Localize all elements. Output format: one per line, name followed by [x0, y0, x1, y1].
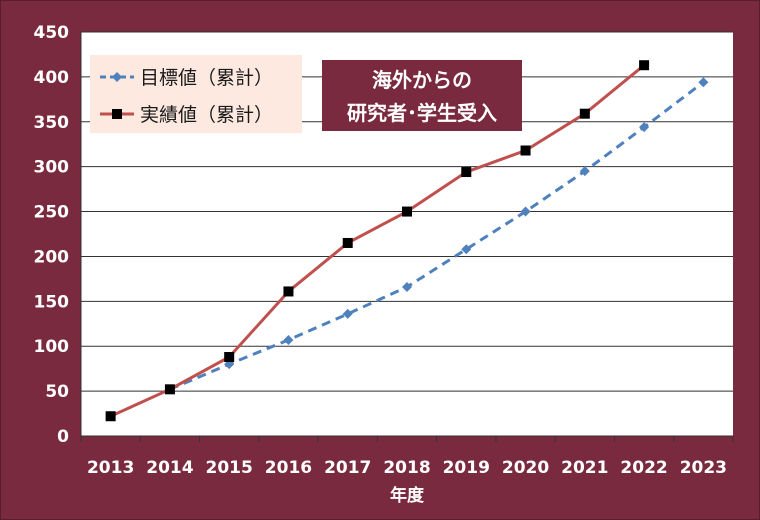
title-box: [322, 60, 522, 131]
legend: 目標値（累計） 実績値（累計）: [90, 55, 302, 133]
data-point: [520, 206, 531, 217]
data-point: [639, 122, 650, 133]
data-point: [402, 281, 412, 292]
y-tick-label: 250: [34, 203, 70, 223]
legend-box: [90, 55, 302, 133]
x-tick-label: 2016: [265, 458, 312, 478]
x-tick-label: 2021: [561, 458, 608, 478]
data-point: [164, 384, 175, 395]
chart-title: 海外からの 研究者･学生受入: [322, 60, 522, 131]
data-point: [520, 145, 531, 156]
x-tick-label: 2020: [502, 458, 549, 478]
y-tick-label: 300: [34, 158, 70, 178]
data-point: [105, 411, 116, 422]
x-tick-label: 2014: [146, 458, 193, 478]
data-point: [342, 308, 353, 319]
y-axis-ticks: 0 50 100 150 200 250 300 350 400 450: [34, 23, 70, 447]
y-tick-label: 50: [45, 382, 69, 402]
data-point: [224, 351, 235, 362]
series-line: [110, 64, 646, 418]
legend-label: 目標値（累計）: [140, 67, 273, 89]
legend-label: 実績値（累計）: [140, 104, 273, 126]
data-point: [283, 334, 294, 345]
y-tick-label: 400: [34, 68, 70, 88]
y-tick-label: 100: [34, 337, 70, 357]
x-tick-label: 2023: [680, 458, 727, 478]
data-point: [579, 166, 590, 177]
title-line-1: 海外からの: [372, 68, 472, 92]
y-tick-label: 0: [57, 427, 69, 447]
x-tick-label: 2015: [206, 458, 253, 478]
data-point: [461, 244, 472, 255]
x-tick-label: 2018: [383, 458, 430, 478]
data-point: [283, 286, 294, 297]
x-tick-label: 2022: [620, 458, 667, 478]
x-tick-label: 2019: [443, 458, 490, 478]
legend-swatch-marker: [112, 109, 122, 119]
data-point: [579, 108, 590, 119]
data-point: [639, 60, 650, 71]
x-axis-ticks: 2013 2014 2015 2016 2017 2018 2019 2020 2021 2022…: [80, 436, 734, 478]
x-tick-label: 2017: [324, 458, 371, 478]
y-tick-label: 200: [34, 247, 70, 267]
title-line-2: 研究者･学生受入: [347, 101, 497, 125]
data-point: [342, 237, 353, 248]
y-tick-label: 150: [34, 292, 70, 312]
data-point: [402, 206, 412, 217]
series-line: [169, 81, 705, 391]
legend-swatch-marker: [112, 72, 122, 82]
x-axis-label: 年度: [390, 485, 425, 506]
y-tick-label: 450: [34, 23, 70, 43]
y-tick-label: 350: [34, 113, 70, 133]
series-lines: [110, 64, 705, 418]
data-point: [698, 77, 709, 88]
data-point: [461, 167, 472, 178]
x-tick-label: 2013: [87, 458, 134, 478]
series-markers: [105, 60, 709, 422]
